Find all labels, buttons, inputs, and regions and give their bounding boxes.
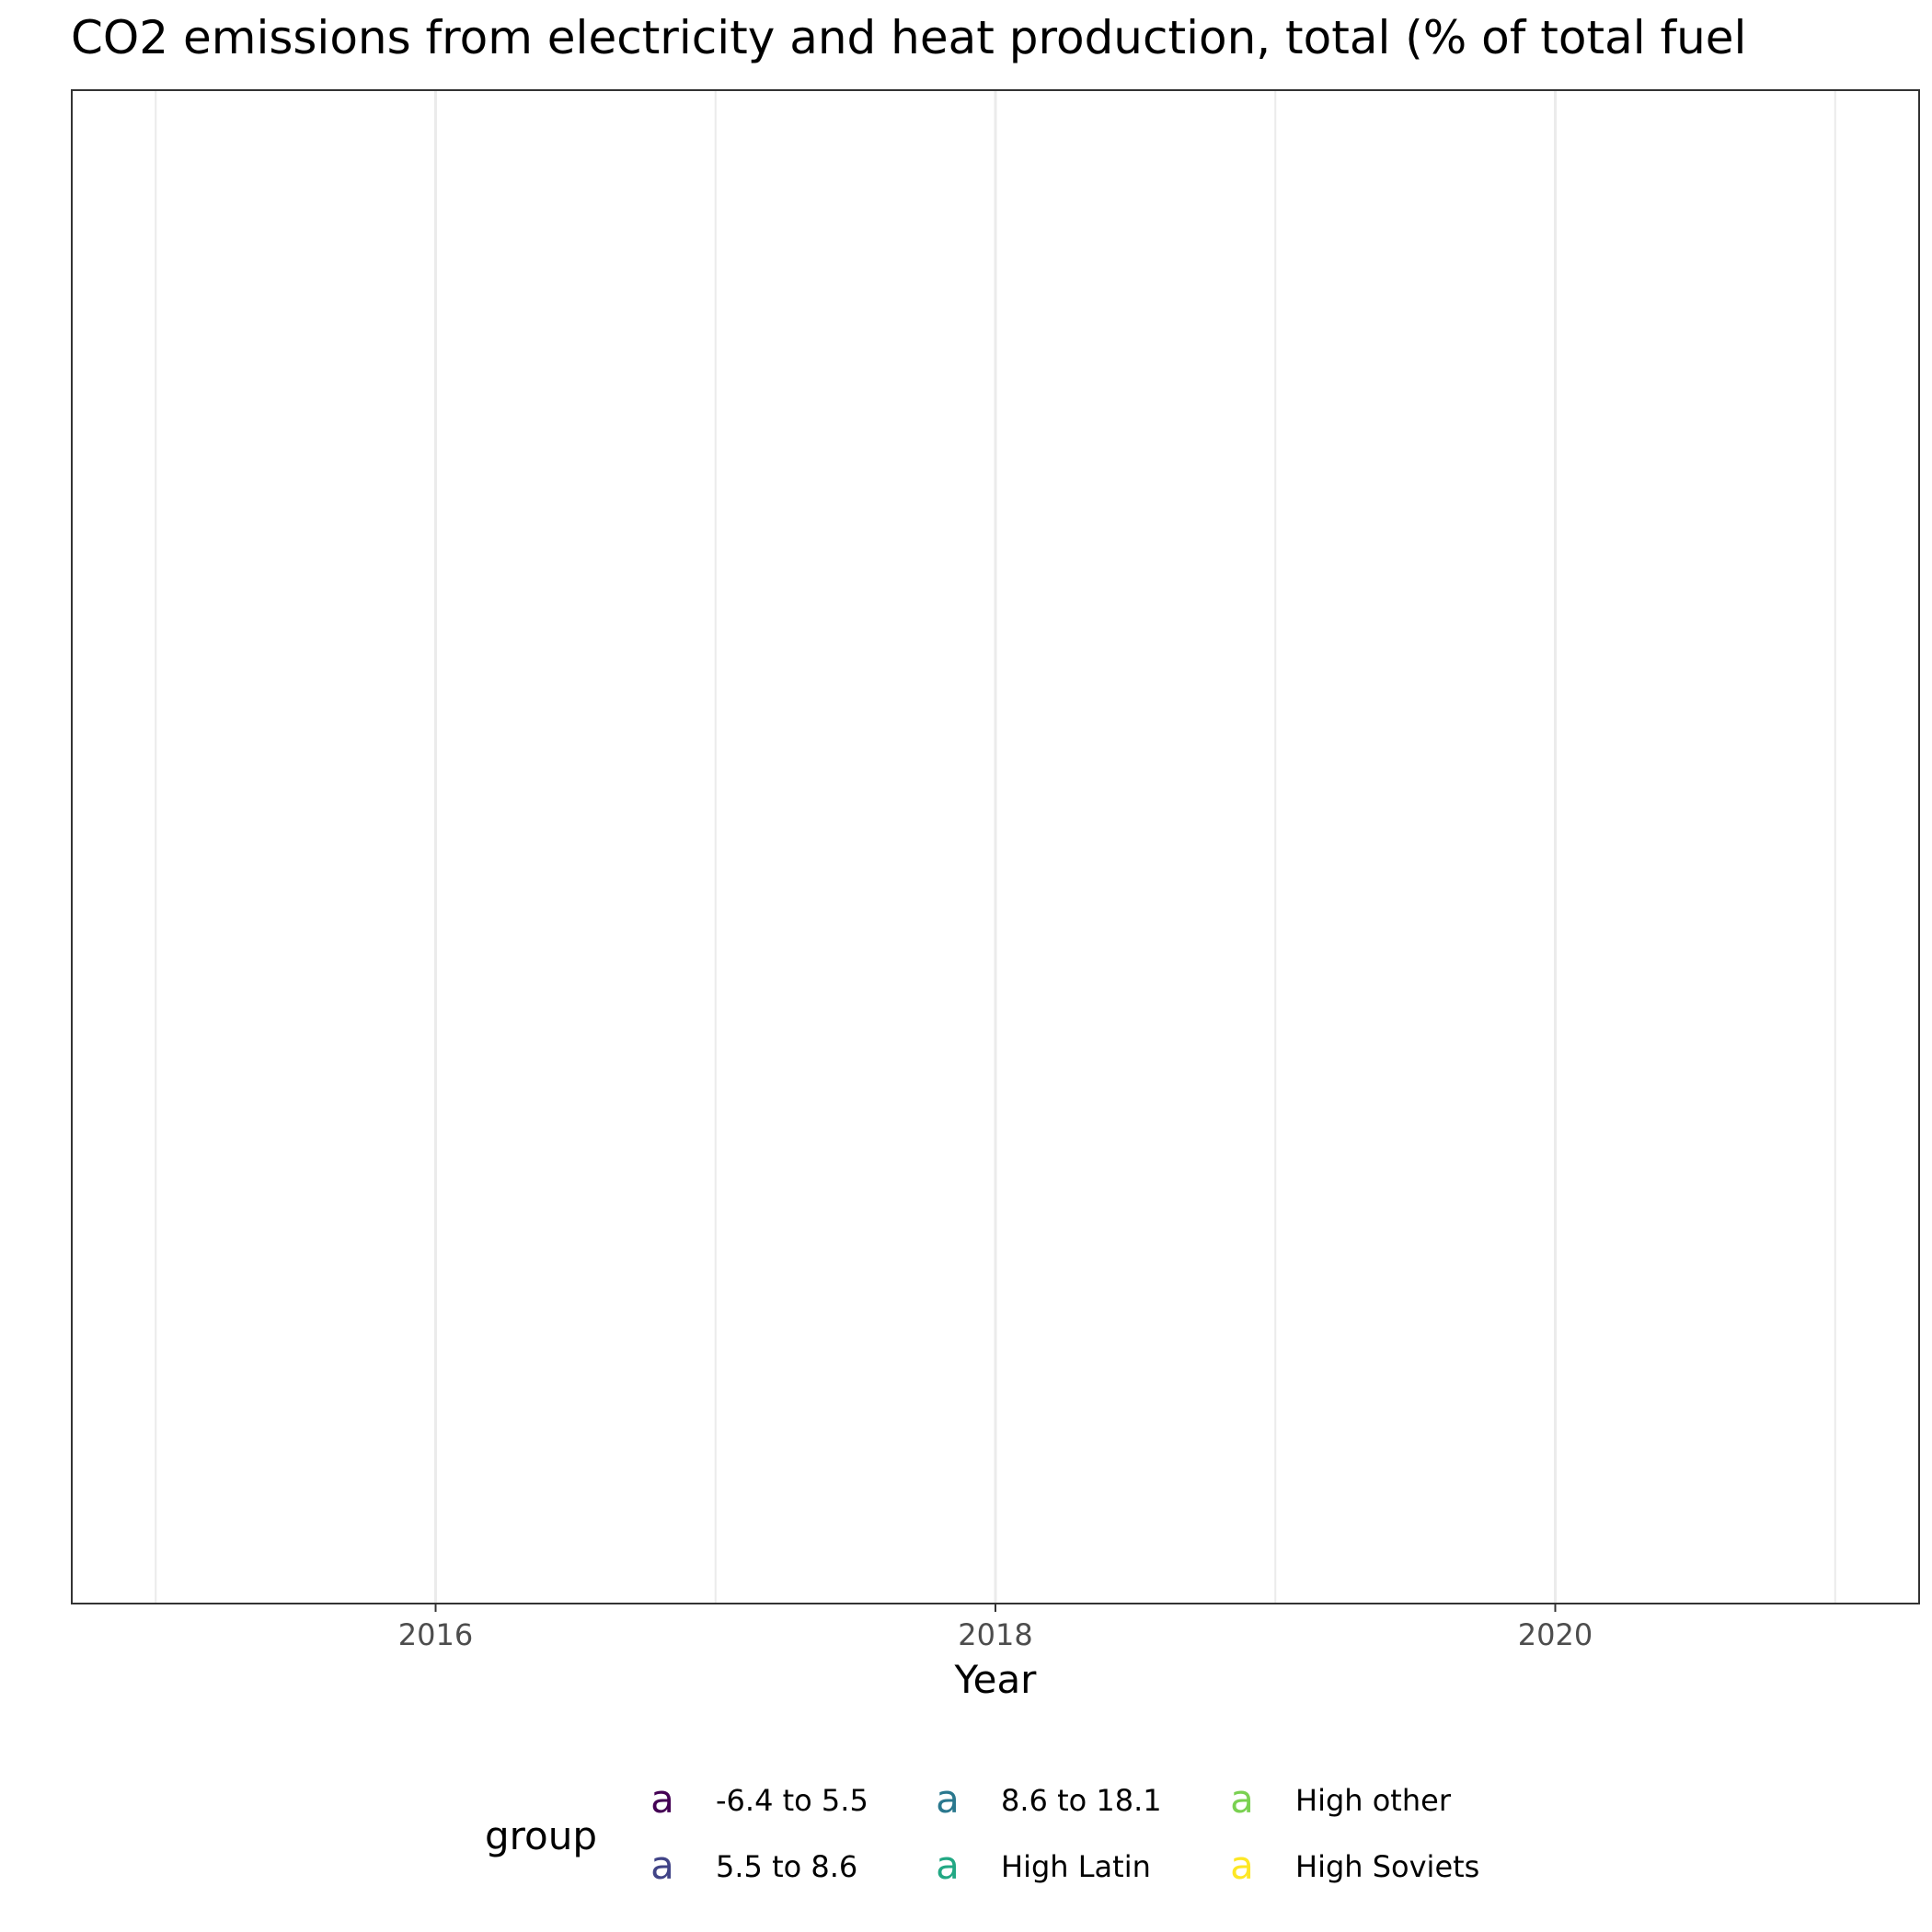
x-tick-label: 2018 [958, 1617, 1032, 1652]
legend-key: a [650, 1843, 674, 1888]
legend-title: group [485, 1813, 597, 1858]
legend: a -6.4 to 5.5 a 5.5 to 8.6 a 8.6 to 18.1 a High… [650, 1777, 1479, 1888]
legend-item: a 5.5 to 8.6 [650, 1843, 857, 1888]
grid-lines [155, 90, 1834, 1604]
legend-label: 8.6 to 18.1 [1001, 1783, 1162, 1818]
x-axis-ticks: 2016 2018 2020 [398, 1604, 1593, 1652]
legend-item: a 8.6 to 18.1 [936, 1777, 1161, 1822]
legend-key: a [936, 1777, 960, 1822]
legend-key: a [1230, 1843, 1254, 1888]
legend-item: a High Soviets [1230, 1843, 1479, 1888]
legend-label: High Soviets [1295, 1849, 1479, 1884]
x-axis-label: Year [954, 1657, 1038, 1702]
legend-item: a High other [1230, 1777, 1452, 1822]
legend-item: a High Latin [936, 1843, 1151, 1888]
legend-item: a -6.4 to 5.5 [650, 1777, 868, 1822]
x-tick-label: 2016 [398, 1617, 473, 1652]
legend-key: a [650, 1777, 674, 1822]
legend-label: High Latin [1001, 1849, 1151, 1884]
legend-label: -6.4 to 5.5 [716, 1783, 868, 1818]
legend-key: a [936, 1843, 960, 1888]
x-tick-label: 2020 [1518, 1617, 1593, 1652]
legend-key: a [1230, 1777, 1254, 1822]
legend-label: 5.5 to 8.6 [716, 1849, 857, 1884]
legend-label: High other [1295, 1783, 1452, 1818]
